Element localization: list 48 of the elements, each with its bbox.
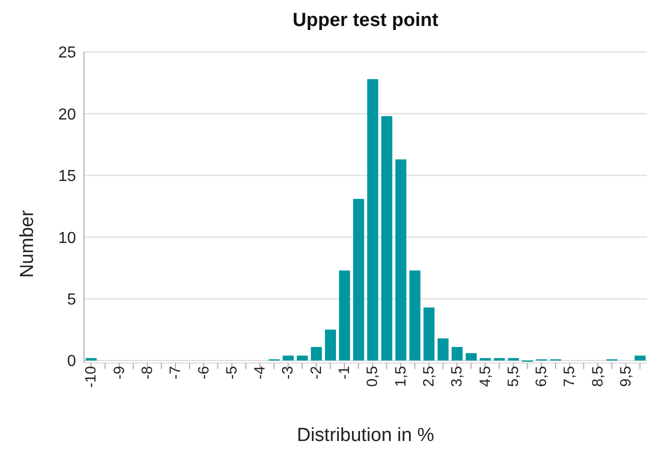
y-tick-label: 25: [58, 44, 76, 62]
x-tick-label: 3,5: [448, 366, 466, 387]
bar: [480, 358, 491, 361]
x-tick-label: -8: [138, 366, 156, 380]
x-tick-label: 2,5: [420, 366, 438, 387]
x-tick-label: -2: [308, 366, 325, 380]
x-tick-label: -1: [336, 366, 354, 380]
bar: [438, 338, 449, 361]
bar: [310, 346, 322, 361]
y-tick-label: 15: [58, 168, 76, 186]
x-axis-title: Distribution in %: [296, 425, 436, 447]
bar: [634, 356, 646, 361]
bar: [353, 198, 364, 361]
bar: [409, 270, 420, 361]
y-tick-label: 10: [58, 230, 76, 247]
bar: [494, 358, 505, 361]
bar: [339, 270, 350, 361]
x-tick-label: 4,5: [476, 366, 494, 387]
x-tick-label: -4: [252, 366, 269, 380]
x-tick-label: 1,5: [392, 366, 410, 387]
y-tick-label: 0: [67, 353, 76, 370]
x-tick-label: 8,5: [589, 366, 606, 387]
x-tick-label: 7,5: [561, 366, 578, 387]
y-tick-label: 5: [67, 292, 76, 309]
chart-title: Upper test point: [292, 10, 440, 32]
bar: [381, 116, 392, 361]
bar: [86, 358, 97, 361]
bar: [324, 330, 336, 361]
bar: [466, 353, 477, 361]
bar: [296, 356, 308, 361]
x-tick-label: -10: [82, 366, 100, 388]
bar: [395, 159, 406, 361]
bar: [423, 307, 434, 361]
y-tick-label: 20: [58, 106, 76, 124]
x-tick-label: 9,5: [618, 366, 635, 387]
bar: [452, 346, 463, 361]
x-tick-label: -6: [195, 366, 212, 380]
x-tick-label: 5,5: [504, 366, 522, 387]
bar: [508, 358, 519, 361]
bar: [282, 356, 294, 361]
x-tick-label: 6,5: [533, 366, 550, 387]
x-tick-label: -7: [167, 366, 184, 380]
x-tick-label: -9: [110, 366, 128, 380]
x-tick-label: 0,5: [364, 366, 382, 387]
x-tick-label: -5: [223, 366, 240, 380]
y-axis-title: Number: [17, 209, 39, 280]
bar: [367, 79, 378, 361]
x-tick-label: -3: [280, 366, 297, 380]
